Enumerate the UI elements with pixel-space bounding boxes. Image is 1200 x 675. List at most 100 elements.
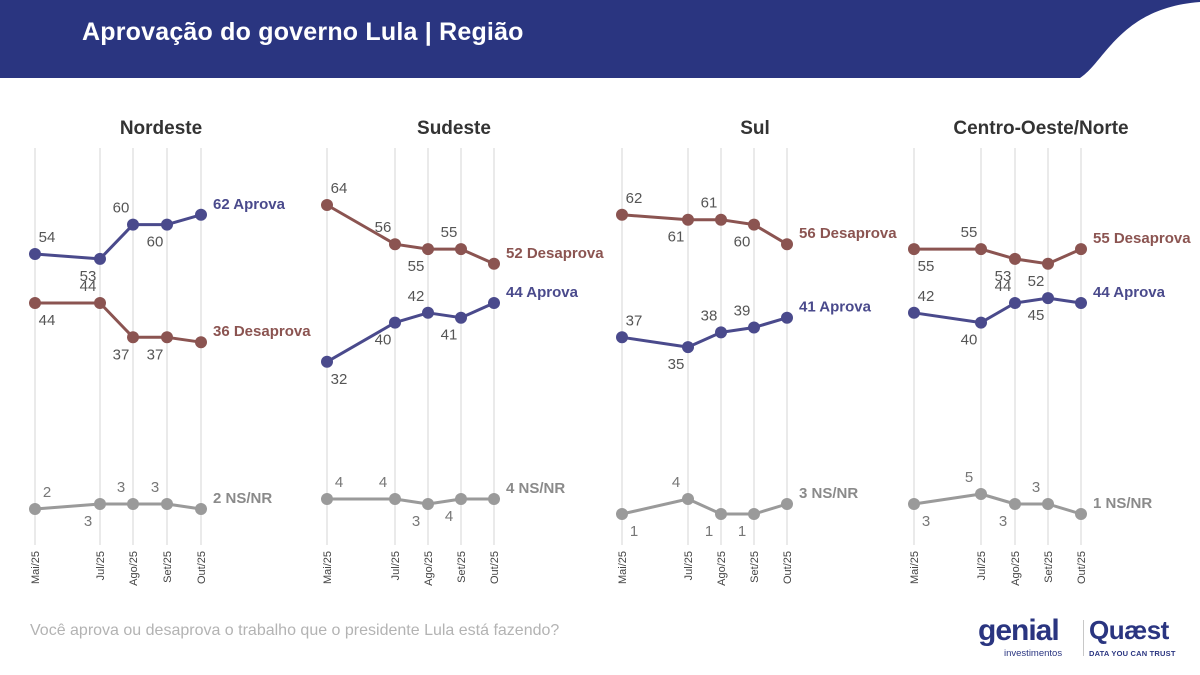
panel-4-series-nsnr-point-1 bbox=[908, 498, 920, 510]
panel-2-x-tick-3: Ago/25 bbox=[423, 551, 435, 586]
panel-1-series-desaprova-point-4 bbox=[161, 331, 173, 344]
panel-1-series-nsnr-point-3 bbox=[127, 498, 139, 510]
panel-2-series-desaprova-value-3: 55 bbox=[408, 258, 425, 275]
panel-2-series-aprova-point-1 bbox=[321, 355, 333, 368]
panel-2-series-nsnr-value-2: 4 bbox=[379, 474, 387, 491]
panel-1-series-aprova-point-4 bbox=[161, 218, 173, 231]
panel-3-series-nsnr-end-label: 3 NS/NR bbox=[799, 485, 858, 502]
panel-1-series-aprova-value-3: 60 bbox=[113, 200, 130, 217]
quaest-logo: Quæst DATA YOU CAN TRUST bbox=[1089, 615, 1189, 660]
panel-4-series-desaprova-point-5 bbox=[1075, 243, 1087, 256]
panel-3-x-tick-1: Mai/25 bbox=[617, 551, 629, 584]
panel-4-series-aprova-line bbox=[913, 296, 1082, 325]
panel-4-series-nsnr-value-3: 3 bbox=[999, 513, 1007, 530]
panel-2-series-nsnr-point-1 bbox=[321, 493, 333, 505]
panel-3-series-aprova-point-4 bbox=[748, 321, 760, 334]
panel-2-series-nsnr-value-4: 4 bbox=[445, 508, 453, 525]
panel-1-series-nsnr-value-2: 3 bbox=[84, 513, 92, 530]
panel-1-series-desaprova-point-2 bbox=[94, 297, 106, 309]
survey-question: Você aprova ou desaprova o trabalho que … bbox=[30, 622, 560, 639]
panel-3-series-nsnr-point-4 bbox=[748, 508, 760, 520]
panel-2-series-nsnr-point-3 bbox=[422, 498, 434, 510]
page-title: Aprovação do governo Lula | Região bbox=[82, 18, 524, 46]
panel-2-series-desaprova-value-2: 56 bbox=[375, 219, 392, 236]
panel-2-series-aprova-value-4: 41 bbox=[441, 327, 458, 344]
logo-divider bbox=[1083, 620, 1084, 656]
panel-1-x-tick-3: Ago/25 bbox=[128, 551, 140, 586]
panel-4-series-desaprova-value-1: 55 bbox=[918, 258, 935, 275]
panel-3-series-aprova-point-5 bbox=[781, 311, 793, 324]
panel-3-series-aprova-value-2: 35 bbox=[668, 356, 685, 373]
panel-1-series-nsnr-end-label: 2 NS/NR bbox=[213, 490, 272, 507]
panel-1-series-desaprova-point-1 bbox=[29, 297, 41, 309]
panel-3-series-desaprova-end-label: 56 Desaprova bbox=[799, 225, 897, 242]
panel-2-series-nsnr-value-3: 3 bbox=[412, 513, 420, 530]
panel-2-series-desaprova-point-3 bbox=[422, 243, 434, 256]
panel-1-series-nsnr-point-2 bbox=[94, 498, 106, 510]
panel-4-series-aprova-point-5 bbox=[1075, 297, 1087, 309]
panel-4-series-aprova-point-2 bbox=[975, 316, 987, 329]
panel-4-series-desaprova-end-label: 55 Desaprova bbox=[1093, 230, 1191, 247]
panel-3-series-aprova-point-3 bbox=[715, 326, 727, 339]
panel-1-series-aprova-point-3 bbox=[127, 218, 139, 231]
panel-2-series-desaprova-point-5 bbox=[488, 257, 500, 270]
panel-2-series-aprova-point-3 bbox=[422, 306, 434, 319]
panel-3-series-desaprova-value-3: 61 bbox=[701, 195, 718, 212]
panel-3-x-tick-2: Jul/25 bbox=[683, 551, 695, 580]
panel-4-series-nsnr-point-4 bbox=[1042, 498, 1054, 510]
panel-4-series-desaprova-point-1 bbox=[908, 243, 920, 256]
panel-4-series-aprova-point-4 bbox=[1042, 292, 1054, 305]
genial-logo-word: genial bbox=[978, 614, 1060, 647]
panel-3-series-desaprova-value-4: 60 bbox=[734, 234, 751, 251]
panel-1-series-desaprova-value-3: 37 bbox=[113, 346, 130, 363]
panel-2-x-tick-4: Set/25 bbox=[456, 551, 468, 583]
genial-logo: genial investimentos bbox=[978, 614, 1078, 660]
panel-4-series-nsnr-point-3 bbox=[1009, 498, 1021, 510]
panel-4-series-aprova-value-1: 42 bbox=[918, 288, 935, 305]
panel-1-series-aprova-value-2: 53 bbox=[80, 268, 97, 285]
panel-3-series-desaprova-line bbox=[621, 213, 788, 246]
panel-2-series-nsnr-line bbox=[327, 497, 494, 506]
panel-3-title: Sul bbox=[740, 118, 770, 139]
panel-1-x-tick-2: Jul/25 bbox=[95, 551, 107, 580]
panel-2-series-aprova-value-3: 42 bbox=[408, 288, 425, 305]
panel-3-series-aprova-point-2 bbox=[682, 341, 694, 354]
panel-3-series-desaprova-value-1: 62 bbox=[626, 190, 643, 207]
panel-4-series-desaprova-line bbox=[914, 247, 1082, 266]
panel-4-series-nsnr-value-1: 3 bbox=[922, 513, 930, 530]
panel-1-series-nsnr-value-1: 2 bbox=[43, 484, 51, 501]
panel-1-series-aprova-point-2 bbox=[94, 252, 106, 265]
panel-1-series-aprova-end-label: 62 Aprova bbox=[213, 196, 286, 213]
panel-4-series-aprova-point-3 bbox=[1009, 297, 1021, 309]
panel-3-x-tick-4: Set/25 bbox=[749, 551, 761, 583]
panel-3-series-desaprova-point-4 bbox=[748, 218, 760, 231]
panel-2-series-desaprova-point-1 bbox=[321, 199, 333, 211]
panel-1-series-desaprova-point-5 bbox=[195, 336, 207, 349]
panel-4-series-nsnr-point-2 bbox=[975, 488, 987, 500]
panel-2-series-desaprova-point-4 bbox=[455, 243, 467, 256]
panel-2-series-desaprova-line bbox=[326, 203, 495, 266]
panel-4-series-desaprova-value-4: 52 bbox=[1028, 273, 1045, 290]
panel-2-series-aprova-end-label: 44 Aprova bbox=[506, 284, 579, 301]
panel-2-series-aprova-point-4 bbox=[455, 311, 467, 324]
quaest-logo-tagline: DATA YOU CAN TRUST bbox=[1089, 649, 1176, 658]
panel-3-series-nsnr-value-2: 4 bbox=[672, 474, 680, 491]
panel-2-series-aprova-value-1: 32 bbox=[331, 371, 348, 388]
panel-4-series-nsnr-end-label: 1 NS/NR bbox=[1093, 495, 1152, 512]
panel-3-series-desaprova-point-1 bbox=[616, 208, 628, 221]
panel-2-series-aprova-value-2: 40 bbox=[375, 332, 392, 349]
quaest-logo-word: Quæst bbox=[1089, 615, 1169, 645]
panel-4-x-tick-5: Out/25 bbox=[1076, 551, 1088, 584]
panel-3-x-tick-3: Ago/25 bbox=[716, 551, 728, 586]
panel-4-series-aprova-end-label: 44 Aprova bbox=[1093, 284, 1166, 301]
panel-1-series-desaprova-value-4: 37 bbox=[147, 346, 164, 363]
panel-2-series-nsnr-point-2 bbox=[389, 493, 401, 505]
panel-4-title: Centro-Oeste/Norte bbox=[953, 118, 1128, 139]
panel-4-series-nsnr-point-5 bbox=[1075, 508, 1087, 520]
panel-2-x-tick-1: Mai/25 bbox=[322, 551, 334, 584]
panel-1-x-tick-1: Mai/25 bbox=[30, 551, 42, 584]
panel-3-series-nsnr-point-3 bbox=[715, 508, 727, 520]
panel-4-series-aprova-value-2: 40 bbox=[961, 332, 978, 349]
panel-3-series-nsnr-line bbox=[621, 497, 788, 516]
panel-2-series-nsnr-point-4 bbox=[455, 493, 467, 505]
